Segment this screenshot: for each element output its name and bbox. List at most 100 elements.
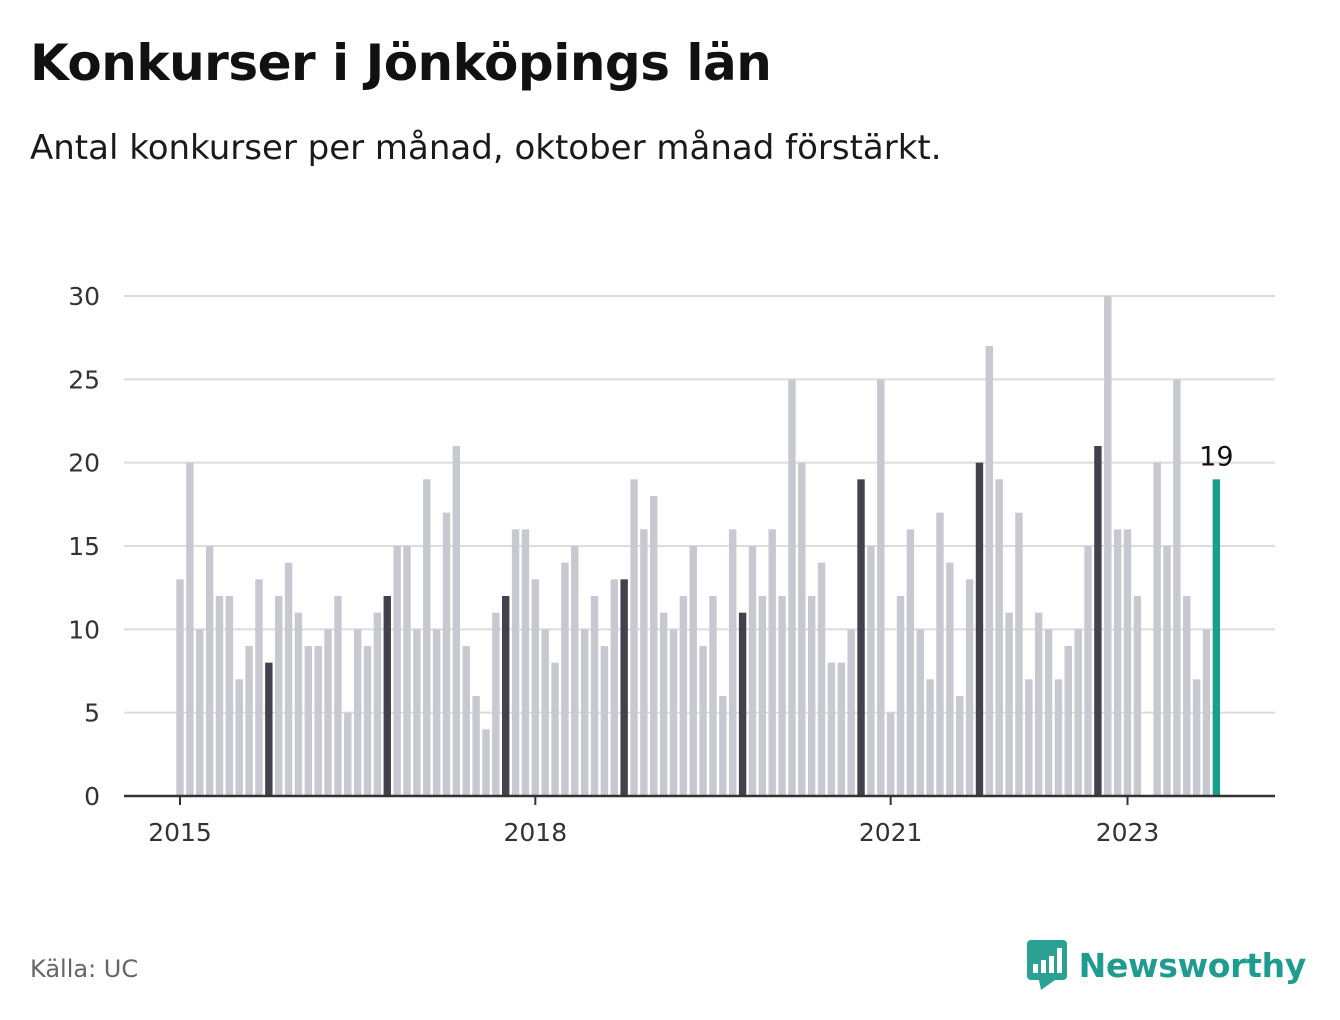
bar	[936, 512, 944, 796]
brand-name: Newsworthy	[1078, 945, 1307, 985]
bar	[729, 529, 737, 796]
bar	[847, 629, 855, 796]
bar	[1123, 529, 1132, 796]
bar	[511, 529, 520, 796]
bar	[442, 512, 451, 796]
bar	[472, 696, 480, 796]
bar	[758, 596, 767, 796]
bar	[1202, 629, 1211, 796]
x-tick-label: 2018	[504, 818, 568, 847]
bar-chart-speech-bubble-icon	[1026, 940, 1067, 990]
bar	[255, 579, 263, 796]
bar-current	[1212, 479, 1221, 796]
x-tick-label: 2015	[148, 818, 212, 847]
bar	[284, 562, 293, 796]
bar	[719, 696, 727, 796]
bar	[965, 579, 974, 796]
bar	[462, 646, 470, 796]
bar	[452, 446, 461, 796]
bar	[403, 546, 411, 796]
bar	[650, 496, 658, 796]
source-note: Källa: UC	[30, 955, 139, 983]
brand-logo[interactable]: Newsworthy	[1026, 940, 1307, 990]
bar	[393, 546, 401, 796]
y-tick-label: 25	[68, 365, 100, 394]
bar	[551, 662, 559, 796]
bar	[324, 629, 332, 796]
bar	[363, 646, 372, 796]
bar	[1173, 379, 1181, 796]
y-tick-label: 20	[68, 449, 100, 478]
bar	[353, 629, 362, 796]
bar	[225, 596, 234, 796]
bar	[867, 546, 875, 796]
bar	[600, 646, 609, 796]
bar	[837, 662, 845, 796]
bar	[1064, 646, 1072, 796]
y-tick-label: 0	[84, 782, 100, 811]
bar	[1084, 546, 1092, 796]
bar	[1163, 546, 1171, 796]
bar-highlighted	[1094, 446, 1102, 796]
bar	[1153, 462, 1161, 796]
bar	[748, 546, 757, 796]
x-tick-label: 2021	[859, 818, 923, 847]
bar	[1192, 679, 1201, 796]
y-tick-label: 15	[68, 532, 100, 561]
bar	[659, 612, 668, 796]
bar	[1133, 596, 1142, 796]
bar-highlighted	[502, 596, 510, 796]
bar	[304, 646, 313, 796]
bar	[482, 729, 490, 796]
bar	[798, 462, 806, 796]
bar	[541, 629, 549, 796]
bar-highlighted	[265, 662, 273, 796]
bar	[1074, 629, 1082, 796]
data-labels: 19	[1199, 441, 1233, 472]
bar	[679, 596, 688, 796]
bar-chart: 0 5 10 15 20 25 30 2015 2018 2021 2023 19	[68, 282, 1275, 847]
bar	[778, 596, 786, 796]
bar	[827, 662, 836, 796]
y-axis-ticks: 0 5 10 15 20 25 30	[68, 282, 100, 811]
bar-highlighted	[620, 579, 628, 796]
bar	[245, 646, 253, 796]
bar	[669, 629, 678, 796]
bar	[314, 646, 322, 796]
bar	[1034, 612, 1043, 796]
bar	[768, 529, 776, 796]
bar	[521, 529, 530, 796]
bar	[205, 546, 214, 796]
bar	[294, 612, 303, 796]
bar	[906, 529, 915, 796]
bar	[1025, 679, 1033, 796]
bar-highlighted	[975, 462, 984, 796]
bar	[571, 546, 579, 796]
bar	[423, 479, 431, 796]
bar	[985, 346, 994, 796]
bars	[176, 296, 1221, 796]
bar-highlighted	[857, 479, 865, 796]
bar	[235, 679, 243, 796]
bar	[956, 696, 964, 796]
bar	[561, 562, 569, 796]
bar	[176, 579, 184, 796]
bar	[610, 579, 618, 796]
bar	[1005, 612, 1013, 796]
bar-highlighted	[738, 612, 747, 796]
bar	[580, 629, 589, 796]
chart-subtitle: Antal konkurser per månad, oktober månad…	[30, 128, 942, 168]
bar	[373, 612, 382, 796]
bar	[1054, 679, 1063, 796]
bar	[590, 596, 599, 796]
bar	[877, 379, 885, 796]
bar	[196, 629, 204, 796]
bar	[689, 546, 697, 796]
bar	[1044, 629, 1053, 796]
bar	[640, 529, 648, 796]
bar	[709, 596, 717, 796]
bar	[699, 646, 707, 796]
bar	[413, 629, 421, 796]
bar	[1183, 596, 1191, 796]
bar	[995, 479, 1003, 796]
